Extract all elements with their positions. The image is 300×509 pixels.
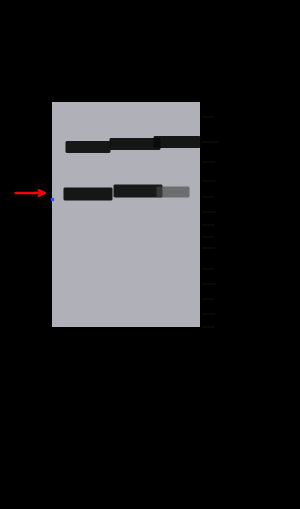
FancyBboxPatch shape — [65, 142, 110, 154]
FancyBboxPatch shape — [110, 139, 160, 151]
FancyBboxPatch shape — [64, 188, 112, 201]
Bar — [52, 103, 200, 327]
FancyBboxPatch shape — [157, 187, 190, 198]
FancyBboxPatch shape — [154, 137, 200, 149]
FancyBboxPatch shape — [113, 185, 163, 198]
